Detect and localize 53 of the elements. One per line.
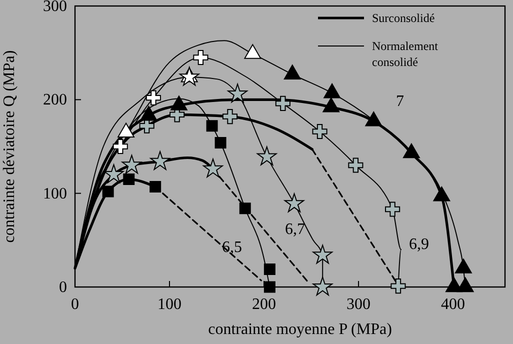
point	[390, 278, 406, 294]
point	[284, 193, 304, 212]
point	[179, 66, 200, 86]
point	[206, 120, 218, 132]
x-axis-title: contrainte moyenne P (MPa)	[208, 321, 392, 338]
point	[385, 202, 400, 217]
legend-label: Normalement consolidé	[372, 39, 439, 69]
point	[264, 263, 276, 275]
point	[244, 44, 262, 59]
point	[228, 84, 248, 103]
point	[193, 50, 208, 66]
point	[239, 202, 251, 214]
point	[112, 138, 128, 154]
point	[150, 181, 162, 193]
point	[146, 90, 161, 106]
x-tick-label: 300	[346, 296, 371, 313]
y-tick-label: 200	[43, 92, 67, 109]
point	[284, 64, 301, 80]
legend-label: Surconsolidé	[372, 11, 435, 25]
annotation: 6,7	[285, 221, 305, 238]
y-tick-label: 300	[43, 0, 67, 15]
point	[275, 96, 290, 111]
point	[104, 164, 124, 184]
point	[324, 83, 341, 98]
point	[312, 276, 333, 296]
point	[222, 108, 238, 124]
annotation: 7	[396, 93, 404, 110]
point	[365, 112, 382, 126]
x-tick-label: 100	[158, 296, 182, 313]
point	[348, 158, 364, 173]
x-tick-label: 400	[441, 296, 466, 313]
point	[140, 106, 158, 121]
point	[122, 154, 142, 174]
point	[312, 244, 333, 264]
point	[118, 122, 134, 138]
point	[322, 97, 340, 112]
x-tick-label: 0	[71, 296, 79, 313]
point	[312, 124, 328, 140]
point	[256, 146, 277, 166]
x-tick-label: 200	[252, 296, 276, 313]
annotation: 6,9	[409, 236, 429, 253]
point	[203, 158, 223, 178]
point	[170, 96, 188, 110]
y-tick-label: 0	[59, 279, 67, 296]
y-axis-title: contrainte déviatoire Q (MPa)	[1, 50, 18, 243]
point	[123, 174, 135, 186]
point	[102, 186, 114, 198]
point	[214, 137, 226, 148]
annotation: 6,5	[222, 239, 242, 256]
point	[402, 143, 420, 158]
point	[150, 151, 170, 170]
point	[264, 281, 276, 293]
y-tick-label: 100	[43, 185, 67, 202]
